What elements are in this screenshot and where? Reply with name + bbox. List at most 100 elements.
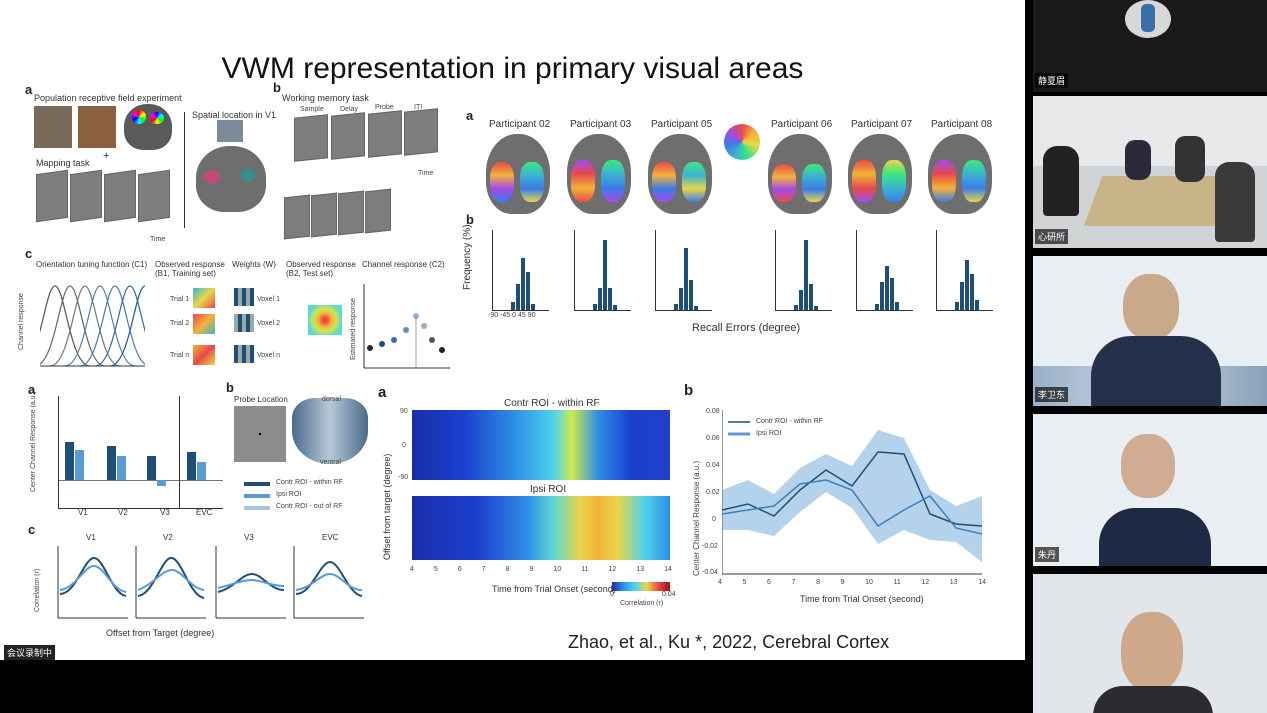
observed-b2-heading: Observed response (B2, Test set): [286, 260, 356, 278]
participant-label: Participant 02: [489, 119, 551, 130]
voxel-label: Voxel n: [257, 352, 280, 359]
probe-image: [234, 406, 286, 462]
corr-area-label: V2: [163, 533, 173, 542]
trial-map: [193, 345, 215, 365]
timecourse-ylabel: Center Channel Response (a.u.): [692, 460, 701, 576]
timecourse-ytick: -0.02: [702, 543, 718, 550]
wm-heading: Working memory task: [282, 93, 369, 103]
timecourse-xticks: 4 5 6 7 8 9 10 11 12 13 14: [718, 579, 986, 586]
histogram-xticks: -90 -45 0 45 90: [488, 312, 536, 319]
right-panel-b-letter: b: [466, 212, 474, 227]
prf-brain-map: [124, 104, 172, 150]
heatmap-contra: [412, 410, 670, 480]
wm-frame-small: [284, 194, 310, 240]
participant-label: Participant 08: [931, 119, 993, 130]
slide-title: VWM representation in primary visual are…: [221, 52, 804, 85]
histogram: [775, 230, 832, 311]
wm-frame: [331, 112, 365, 160]
histogram: [936, 230, 993, 311]
panel-b-letter: b: [273, 80, 281, 95]
wm-frame: [404, 108, 438, 156]
probe-thumb: [217, 120, 243, 142]
legend-swatch: [244, 482, 270, 486]
legend-swatch: [244, 494, 270, 498]
histogram: [574, 230, 631, 311]
timecourse-legend-label: Contr ROI - within RF: [756, 418, 823, 425]
participant-label: Participant 07: [851, 119, 913, 130]
weight-bars: [234, 288, 254, 306]
wm-frame-small: [365, 188, 391, 234]
trial-map: [193, 288, 215, 308]
prf-heading: Population receptive field experiment: [34, 93, 182, 103]
histogram: [856, 230, 913, 311]
bottom-panel-b-letter: b: [226, 380, 234, 395]
panel-a-letter: a: [25, 82, 33, 97]
plus-sign: +: [103, 150, 110, 162]
participant-tile[interactable]: 李卫东: [1033, 256, 1267, 406]
weight-bars: [234, 345, 254, 363]
prf-stimulus-2: [78, 106, 116, 148]
channel-heading: Channel response (C2): [362, 260, 445, 269]
time-label-b: Time: [418, 170, 434, 177]
participant-tile[interactable]: 心研所: [1033, 96, 1267, 248]
recording-badge: 会议录制中: [4, 645, 56, 660]
legend-label: Contr ROI - within RF: [276, 479, 343, 486]
timecourse-ytick: 0.06: [706, 435, 720, 442]
heatmap-xlabel: Time from Trial Onset (second): [492, 584, 616, 594]
observed-b1-heading: Observed response (B1, Training set): [155, 260, 225, 278]
legend-label: Ipsi ROI: [276, 491, 302, 498]
mapping-frame: [70, 169, 102, 223]
participant-tile[interactable]: 静夏眉: [1033, 0, 1267, 92]
right-panel-a-letter: a: [466, 108, 474, 123]
participant-brain: [567, 134, 631, 214]
mapping-task-label: Mapping task: [36, 158, 90, 168]
corr-area-label: V3: [244, 533, 254, 542]
heatmap-xticks: 4 5 6 7 8 9 10 11 12 13 14: [410, 566, 672, 573]
mapping-frame: [104, 169, 136, 223]
participant-tile[interactable]: [1033, 574, 1267, 713]
offset-xlabel: Offset from Target (degree): [106, 628, 215, 638]
colorbar: [612, 582, 670, 591]
timecourse-ytick: -0.04: [702, 569, 718, 576]
heatmap-bottom-title: Ipsi ROI: [530, 484, 567, 495]
timecourse-ytick: 0.04: [706, 462, 720, 469]
wm-step: Delay: [340, 106, 358, 113]
participant-label: Participant 05: [651, 119, 713, 130]
heatmap-top-title: Contr ROI - within RF: [504, 398, 600, 409]
participant-brain: [648, 134, 712, 214]
mapping-frame: [36, 169, 68, 223]
estimated-response-ylabel: Estimated response: [350, 298, 357, 360]
legend-swatch: [244, 506, 270, 510]
colorbar-tick: 0: [610, 591, 614, 598]
timecourse-ytick: 0.02: [706, 489, 720, 496]
prf-stimulus-1: [34, 106, 72, 148]
voxel-label: Voxel 2: [257, 320, 280, 327]
participant-label: Participant 06: [771, 119, 833, 130]
area-label: V3: [160, 508, 170, 517]
wm-frame: [294, 114, 328, 162]
tuning-heading: Orientation tuning function (C1): [36, 260, 148, 269]
channel-response-ylabel: Channel response: [18, 293, 25, 350]
timecourse-panel-letter: b: [684, 382, 694, 399]
participant-name: 心研所: [1035, 229, 1069, 244]
frequency-ylabel: Frequency (%): [462, 224, 473, 290]
colorbar-tick: 0.04: [662, 591, 676, 598]
participant-name: 静夏眉: [1035, 73, 1069, 88]
voxel-label: Voxel 1: [257, 296, 280, 303]
participant-tile[interactable]: 朱丹: [1033, 414, 1267, 566]
recall-errors-xlabel: Recall Errors (degree): [692, 322, 801, 334]
wm-frame: [368, 110, 402, 158]
participant-brain: [848, 134, 912, 214]
test-map: [308, 305, 342, 335]
heatmap-ipsi: [412, 496, 670, 560]
center-channel-bars: [58, 396, 223, 509]
histogram: [655, 230, 712, 311]
avatar: [1125, 0, 1171, 38]
participant-label: Participant 03: [570, 119, 632, 130]
weights-heading: Weights (W): [232, 260, 276, 269]
tuning-curves: [40, 285, 145, 367]
heatmap-ytick: 90: [400, 408, 408, 415]
center-channel-ylabel: Center Channel Response (a.u.): [30, 391, 37, 492]
trial-label: Trial 2: [170, 320, 190, 327]
bracket: [184, 112, 185, 228]
